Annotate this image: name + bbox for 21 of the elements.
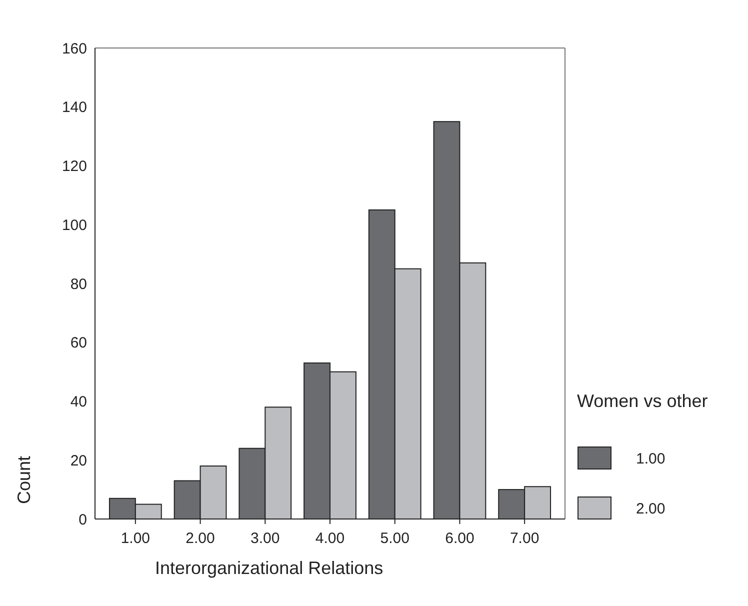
y-tick-label: 20 bbox=[70, 452, 87, 470]
y-tick-label: 40 bbox=[70, 394, 87, 410]
legend-label: 1.00 bbox=[636, 450, 666, 468]
y-tick-label: 0 bbox=[78, 511, 87, 528]
y-tick-label: 160 bbox=[62, 40, 87, 58]
legend-label: 2.00 bbox=[636, 500, 666, 518]
x-tick-label: 4.00 bbox=[315, 530, 345, 547]
x-tick-label: 1.00 bbox=[120, 530, 150, 547]
y-tick-label: 80 bbox=[70, 276, 87, 293]
x-tick-label: 5.00 bbox=[380, 530, 410, 547]
x-tick-label: 2.00 bbox=[186, 530, 215, 547]
legend-title: Women vs other bbox=[577, 391, 708, 411]
y-tick-label: 140 bbox=[62, 99, 87, 116]
x-tick-label: 7.00 bbox=[510, 530, 540, 547]
x-axis-title: Interorganizational Relations bbox=[155, 558, 384, 578]
y-tick-label: 120 bbox=[62, 158, 87, 175]
x-tick-label: 6.00 bbox=[445, 530, 474, 547]
x-tick-label: 3.00 bbox=[250, 530, 280, 547]
y-tick-label: 60 bbox=[70, 334, 87, 352]
y-axis-title: Count bbox=[14, 456, 34, 504]
y-tick-label: 100 bbox=[62, 216, 87, 234]
